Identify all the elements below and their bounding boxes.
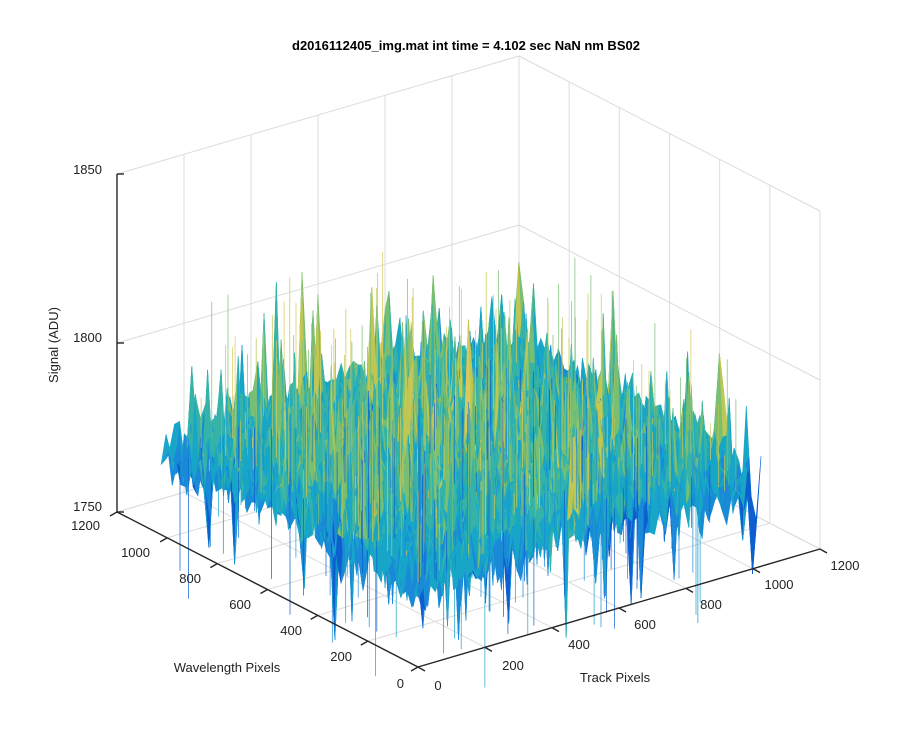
back-wall-gridline [116, 55, 520, 175]
side-wall-gridline [518, 55, 821, 212]
side-wall-gridline [518, 224, 821, 381]
floor-gridline [367, 522, 770, 642]
chart-title: d2016112405_img.mat int time = 4.102 sec… [292, 38, 640, 53]
back-wall-gridline [116, 224, 520, 344]
surface-mesh [160, 251, 762, 688]
